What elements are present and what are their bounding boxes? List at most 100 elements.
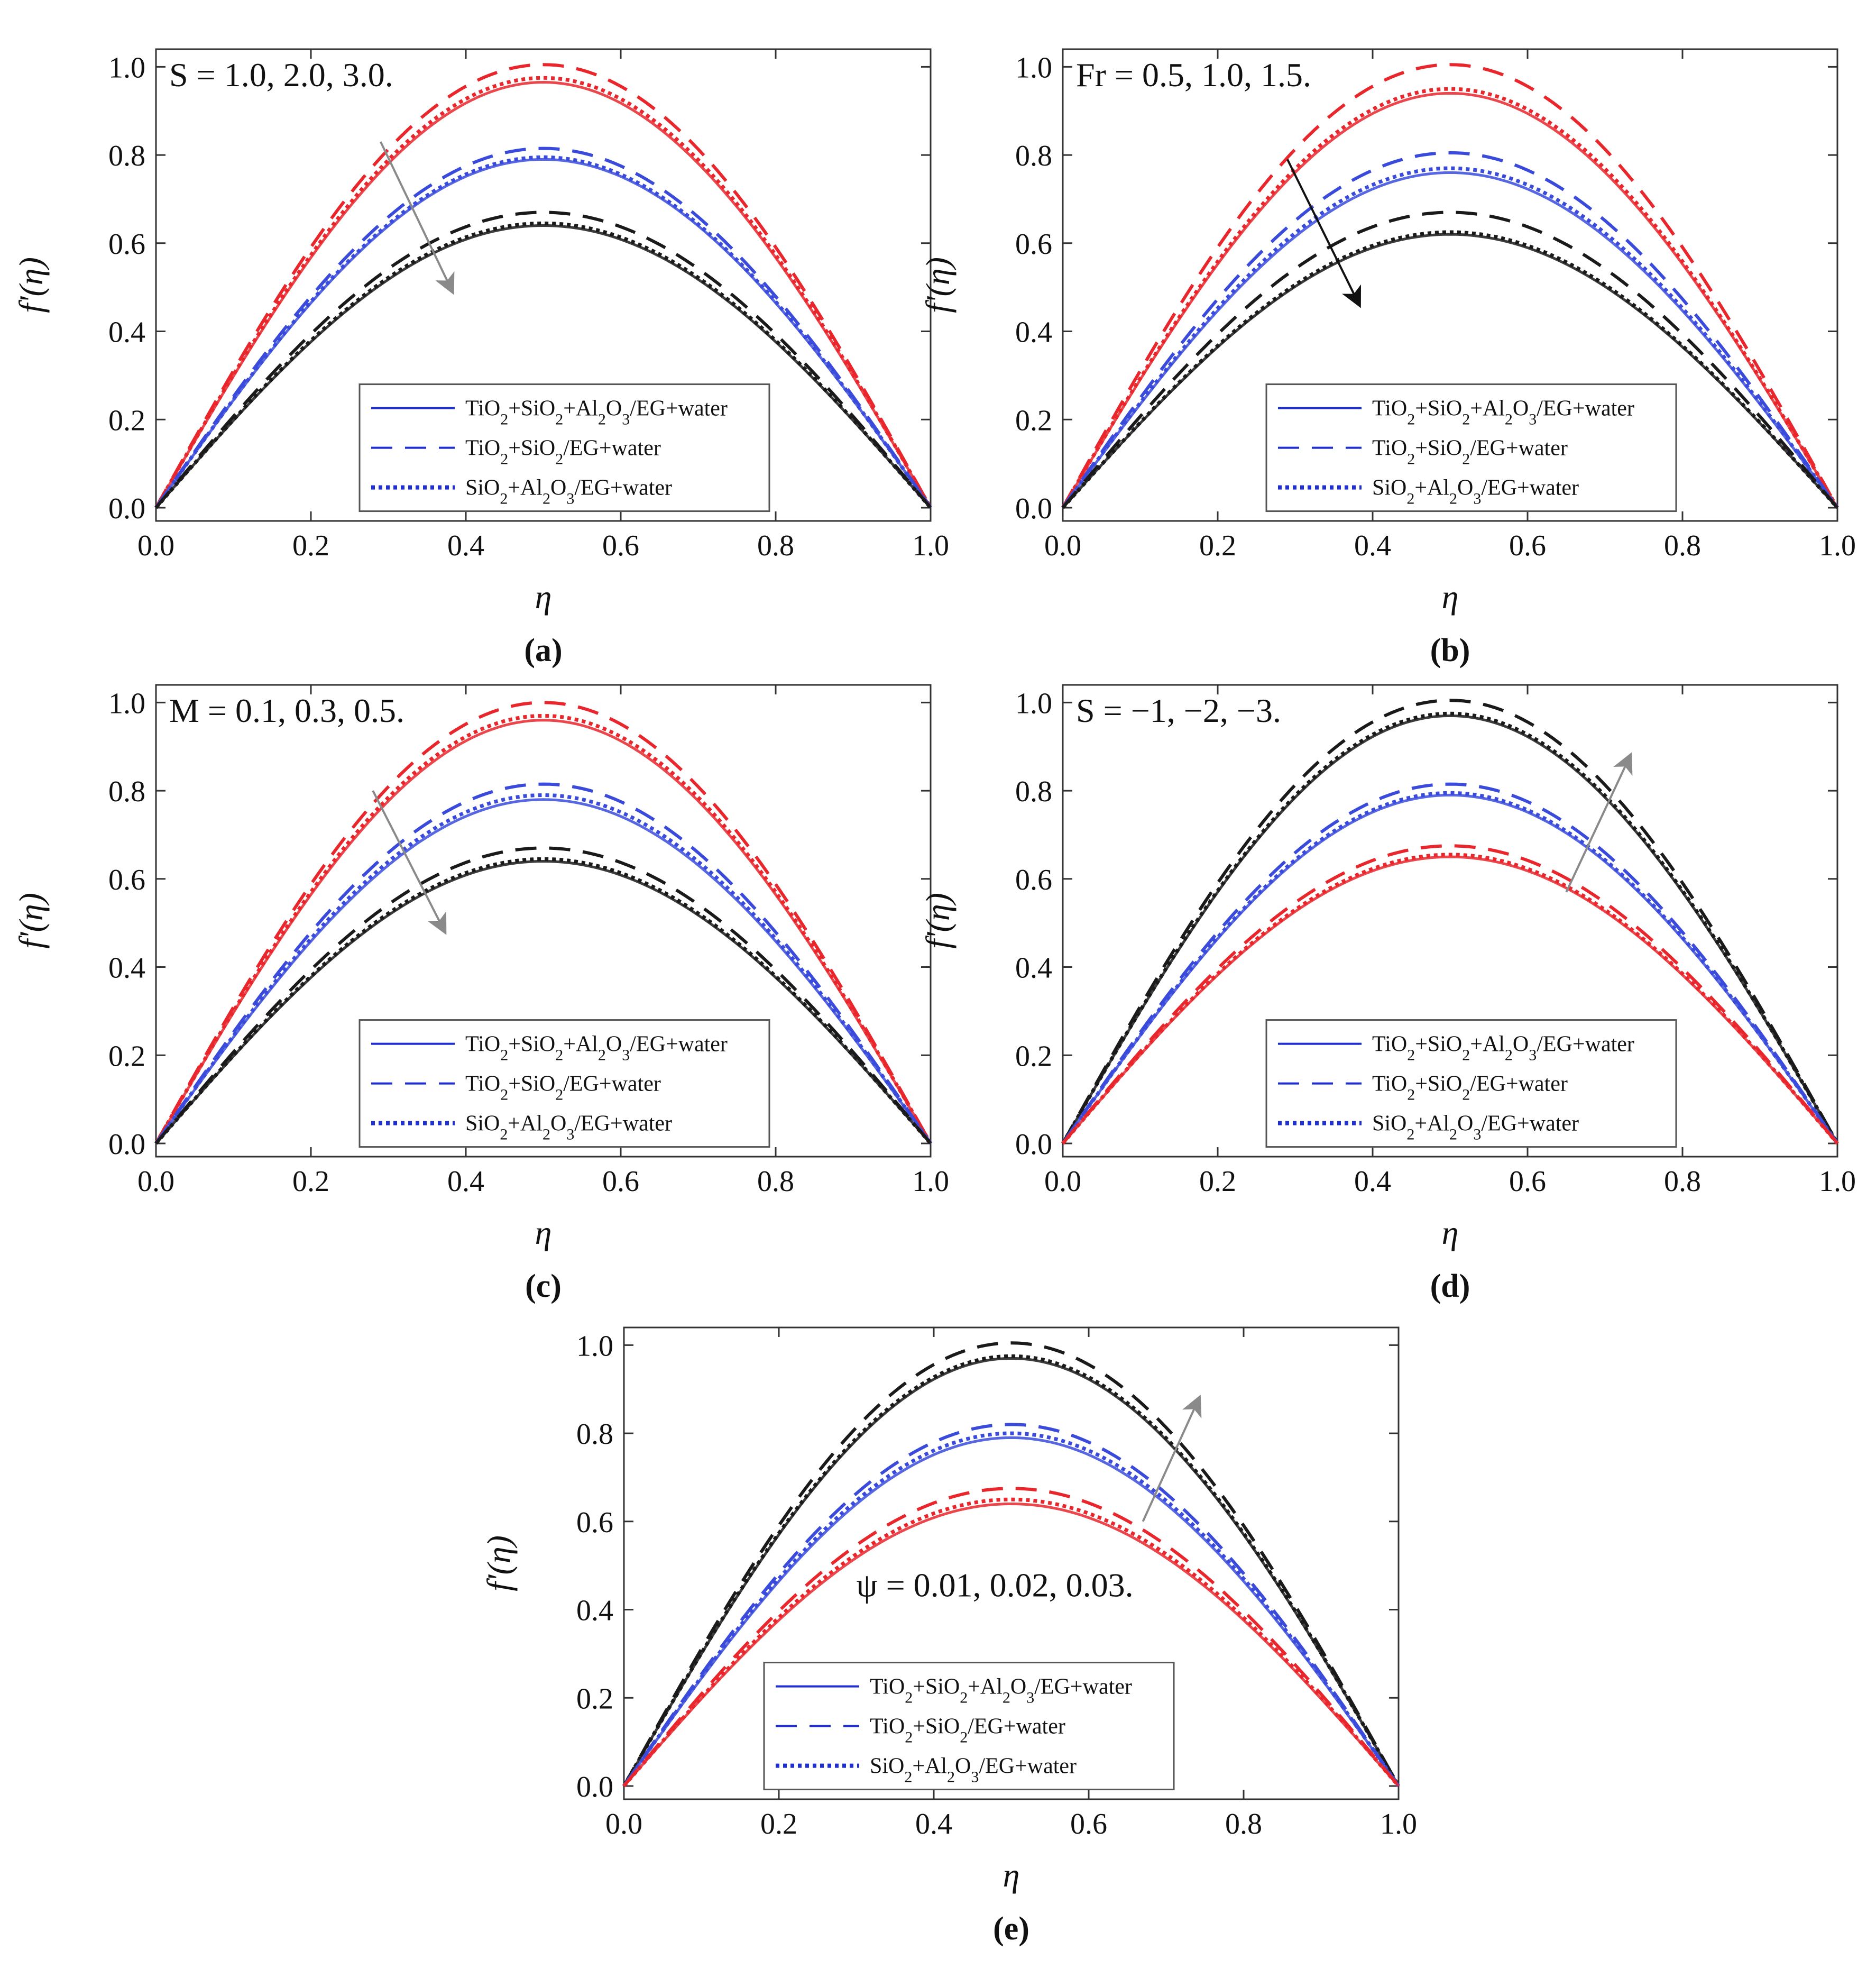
y-tick-label: 0.4: [108, 952, 145, 985]
y-tick-label: 1.0: [108, 51, 145, 84]
x-tick-label: 0.2: [760, 1808, 797, 1840]
legend: TiO2+SiO2+Al2O3/EG+water TiO2+SiO2/EG+wat…: [1265, 1019, 1677, 1148]
series-line-blue-dotted: [154, 793, 932, 1145]
x-tick-label: 0.8: [1225, 1808, 1262, 1840]
legend-label: SiO2+Al2O3/EG+water: [465, 1112, 672, 1143]
series-line-red-dashed: [154, 63, 932, 509]
y-tick-label: 0.6: [1015, 864, 1052, 896]
series-line-black-dotted: [622, 1354, 1401, 1787]
legend-label: TiO2+SiO2+Al2O3/EG+water: [870, 1675, 1132, 1707]
trend-arrow: [380, 141, 455, 295]
legend: TiO2+SiO2+Al2O3/EG+water TiO2+SiO2/EG+wat…: [358, 1019, 770, 1148]
series-line-black-dashed: [1061, 699, 1839, 1144]
x-tick-label: 0.0: [1044, 529, 1081, 562]
legend-label: TiO2+SiO2/EG+water: [1372, 1072, 1568, 1104]
plot-frame: [1062, 48, 1838, 522]
y-tick-label: 0.2: [1015, 404, 1052, 437]
plot-frame: [155, 684, 932, 1158]
parameter-annotation: M = 0.1, 0.3, 0.5.: [169, 692, 404, 729]
trend-arrow: [1565, 752, 1633, 893]
x-tick-label: 1.0: [1380, 1808, 1417, 1840]
y-axis-label: f'(η): [919, 257, 957, 313]
x-tick-label: 1.0: [912, 529, 949, 562]
x-axis-label: η: [1442, 578, 1459, 616]
y-tick-label: 1.0: [1015, 51, 1052, 84]
legend-label: SiO2+Al2O3/EG+water: [1372, 1112, 1579, 1143]
y-tick-label: 0.4: [576, 1595, 613, 1627]
y-tick-label: 0.8: [576, 1418, 613, 1451]
y-tick-label: 0.8: [1015, 775, 1052, 808]
legend-label: TiO2+SiO2+Al2O3/EG+water: [465, 397, 728, 428]
x-tick-label: 0.6: [1509, 1165, 1546, 1198]
chart-panel-3: 0.0 0.2 0.4 0.6 0.8 1.0 0.0 0.2 0.4 0.6 0.8 1.0 η f'(…: [12, 684, 949, 1304]
series-line-red-dotted: [622, 1497, 1400, 1788]
y-tick-label: 1.0: [1015, 687, 1052, 720]
y-tick-label: 0.2: [1015, 1040, 1052, 1073]
x-tick-label: 1.0: [1819, 1165, 1856, 1198]
legend-box: [763, 1662, 1175, 1791]
y-tick-label: 0.0: [1015, 1128, 1052, 1161]
y-tick-label: 0.6: [108, 864, 145, 896]
y-tick-label: 0.6: [576, 1506, 613, 1539]
x-tick-label: 0.6: [1070, 1808, 1107, 1840]
y-tick-label: 0.4: [108, 316, 145, 349]
legend-label: TiO2+SiO2+Al2O3/EG+water: [1372, 397, 1634, 428]
series-line-blue-dotted: [154, 155, 932, 509]
x-axis-label: η: [1442, 1214, 1459, 1251]
legend-label: TiO2+SiO2/EG+water: [870, 1715, 1065, 1746]
y-tick-label: 0.0: [576, 1771, 613, 1803]
series-line-black-dashed: [622, 1341, 1400, 1787]
plot-frame: [623, 1326, 1400, 1800]
chart-panel-5: 0.0 0.2 0.4 0.6 0.8 1.0 0.0 0.2 0.4 0.6 0.8 1.0 η f'(…: [480, 1326, 1417, 1947]
y-tick-label: 0.2: [108, 404, 145, 437]
series-line-blue-dashed: [154, 146, 932, 509]
parameter-annotation: Fr = 0.5, 1.0, 1.5.: [1076, 56, 1311, 94]
legend-box: [1265, 383, 1677, 512]
y-tick-label: 0.6: [108, 228, 145, 261]
legend-label: SiO2+Al2O3/EG+water: [465, 476, 672, 508]
y-tick-label: 0.2: [576, 1682, 613, 1715]
y-axis-label: f'(η): [919, 893, 957, 949]
y-tick-label: 1.0: [576, 1330, 613, 1362]
x-tick-label: 0.8: [757, 529, 794, 562]
series-line-black-dotted: [1061, 230, 1839, 509]
y-tick-label: 0.0: [108, 492, 145, 525]
chart-panel-4: 0.0 0.2 0.4 0.6 0.8 1.0 0.0 0.2 0.4 0.6 0.8 1.0 η f'(…: [919, 684, 1856, 1304]
y-tick-label: 1.0: [108, 687, 145, 720]
x-tick-label: 0.2: [292, 1165, 329, 1198]
legend-label: TiO2+SiO2/EG+water: [465, 436, 661, 468]
legend-label: SiO2+Al2O3/EG+water: [1372, 476, 1579, 508]
x-tick-label: 0.2: [1199, 529, 1236, 562]
y-tick-label: 0.0: [108, 1128, 145, 1161]
x-axis-label: η: [1003, 1856, 1020, 1894]
parameter-annotation: ψ = 0.01, 0.02, 0.03.: [857, 1567, 1134, 1604]
chart-panel-1: 0.0 0.2 0.4 0.6 0.8 1.0 0.0 0.2 0.4 0.6 0.8 1.0 η f'(…: [12, 48, 949, 669]
legend: TiO2+SiO2+Al2O3/EG+water TiO2+SiO2/EG+wat…: [763, 1662, 1175, 1791]
x-axis-label: η: [535, 578, 552, 616]
legend: TiO2+SiO2+Al2O3/EG+water TiO2+SiO2/EG+wat…: [1265, 383, 1677, 512]
legend-label: TiO2+SiO2+Al2O3/EG+water: [465, 1032, 728, 1064]
plot-frame: [155, 48, 932, 522]
y-tick-label: 0.8: [108, 775, 145, 808]
y-axis-label: f'(η): [12, 257, 50, 313]
panel-caption: (d): [1430, 1268, 1470, 1304]
x-tick-label: 0.0: [137, 1165, 174, 1198]
x-tick-label: 0.4: [1354, 1165, 1391, 1198]
series-line-blue-dotted: [1061, 791, 1839, 1145]
legend-box: [1265, 1019, 1677, 1148]
series-line-black-solid: [155, 224, 932, 509]
series-line-red-solid: [1061, 91, 1839, 509]
x-tick-label: 0.6: [1509, 529, 1546, 562]
x-tick-label: 0.2: [1199, 1165, 1236, 1198]
x-tick-label: 0.0: [137, 529, 174, 562]
x-tick-label: 0.6: [602, 529, 639, 562]
series-line-red-dotted: [1061, 87, 1840, 509]
x-tick-label: 0.4: [1354, 529, 1391, 562]
plot-frame: [1062, 684, 1838, 1158]
parameter-annotation: S = 1.0, 2.0, 3.0.: [169, 56, 393, 94]
panel-caption: (b): [1430, 633, 1470, 669]
y-tick-label: 0.2: [108, 1040, 145, 1073]
legend-label: TiO2+SiO2+Al2O3/EG+water: [1372, 1032, 1634, 1064]
x-tick-label: 0.8: [757, 1165, 794, 1198]
